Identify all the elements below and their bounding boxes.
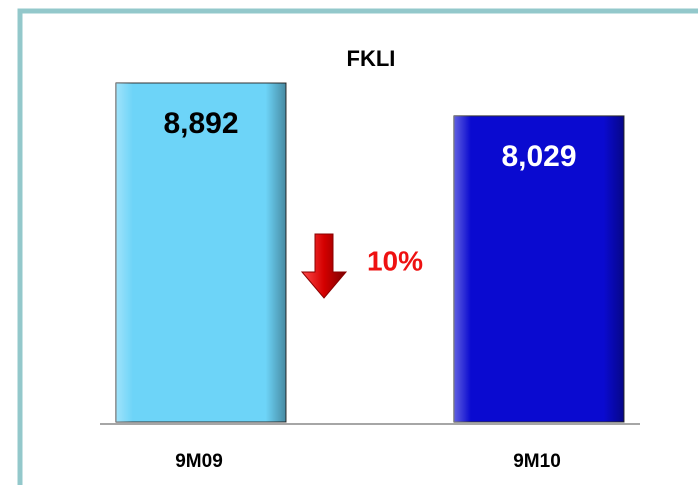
bar-shade (116, 83, 286, 422)
value-label: 8,029 (501, 140, 576, 173)
value-label: 8,892 (163, 107, 238, 140)
down-arrow (300, 233, 348, 299)
chart-title: FKLI (347, 46, 396, 71)
x-tick-label: 9M09 (175, 451, 223, 472)
frame (17, 8, 698, 485)
x-tick-label: 9M10 (513, 451, 561, 472)
annotation: 10% (367, 245, 423, 276)
bar-shade (454, 115, 624, 422)
